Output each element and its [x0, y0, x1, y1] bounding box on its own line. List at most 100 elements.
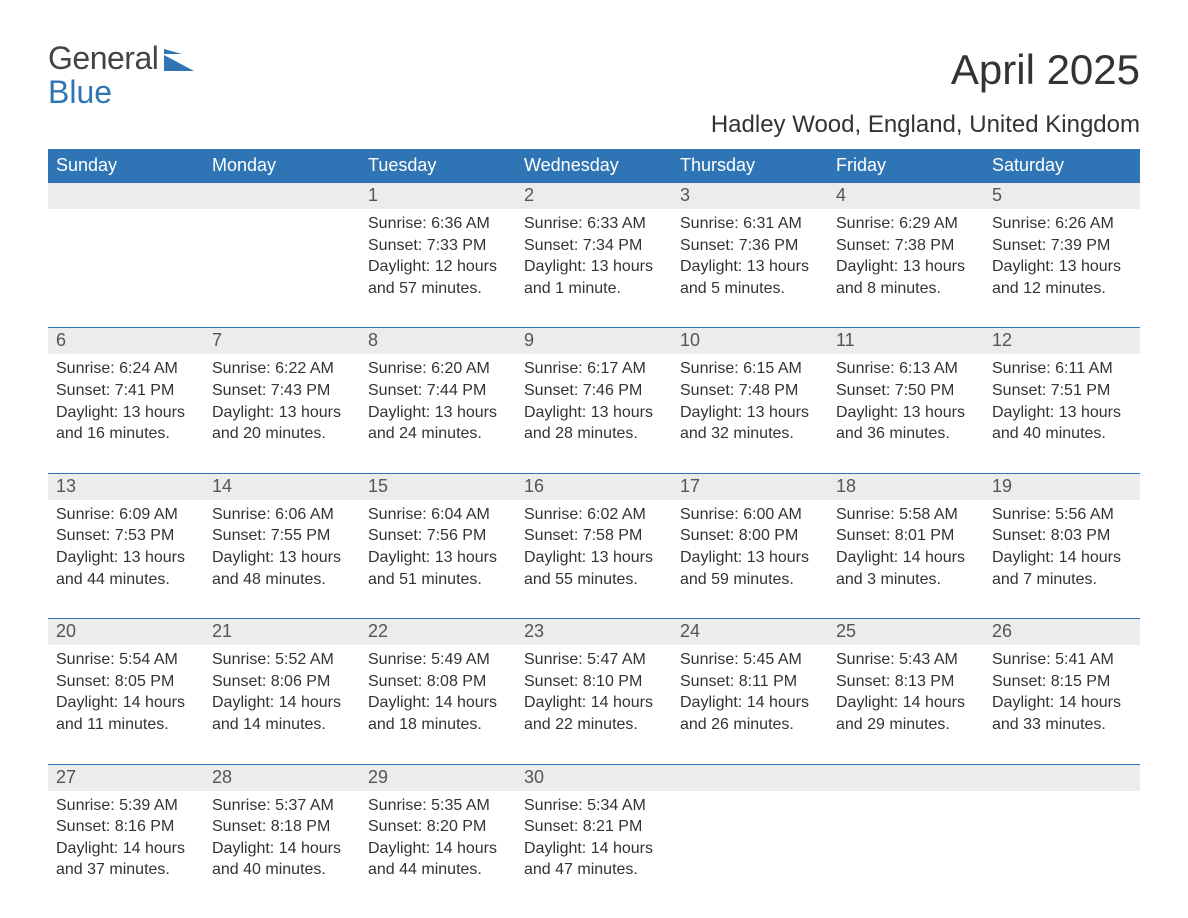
- daylight-text-2: and 26 minutes.: [680, 714, 820, 736]
- sunset-text: Sunset: 7:56 PM: [368, 525, 508, 547]
- daylight-text-1: Daylight: 13 hours: [368, 547, 508, 569]
- daylight-text-2: and 8 minutes.: [836, 278, 976, 300]
- daylight-text-2: and 47 minutes.: [524, 859, 664, 881]
- week-row: 6789101112Sunrise: 6:24 AMSunset: 7:41 P…: [48, 327, 1140, 448]
- sunrise-text: Sunrise: 6:09 AM: [56, 504, 196, 526]
- daylight-text-1: Daylight: 13 hours: [212, 402, 352, 424]
- daylight-text-2: and 32 minutes.: [680, 423, 820, 445]
- daylight-text-1: Daylight: 14 hours: [524, 692, 664, 714]
- day-number: 8: [360, 328, 516, 354]
- sunrise-text: Sunrise: 6:29 AM: [836, 213, 976, 235]
- calendar: SundayMondayTuesdayWednesdayThursdayFrid…: [48, 149, 1140, 885]
- daylight-text-1: Daylight: 12 hours: [368, 256, 508, 278]
- sunrise-text: Sunrise: 6:04 AM: [368, 504, 508, 526]
- day-number: 21: [204, 619, 360, 645]
- sunrise-text: Sunrise: 6:20 AM: [368, 358, 508, 380]
- day-cell: Sunrise: 5:58 AMSunset: 8:01 PMDaylight:…: [828, 500, 984, 594]
- daylight-text-1: Daylight: 14 hours: [368, 692, 508, 714]
- sunset-text: Sunset: 7:51 PM: [992, 380, 1132, 402]
- daylight-text-1: Daylight: 13 hours: [836, 402, 976, 424]
- daylight-text-2: and 20 minutes.: [212, 423, 352, 445]
- week-row: 13141516171819Sunrise: 6:09 AMSunset: 7:…: [48, 473, 1140, 594]
- sunrise-text: Sunrise: 6:33 AM: [524, 213, 664, 235]
- day-number: [48, 183, 204, 209]
- sunrise-text: Sunrise: 5:45 AM: [680, 649, 820, 671]
- day-cell: Sunrise: 6:00 AMSunset: 8:00 PMDaylight:…: [672, 500, 828, 594]
- daylight-text-2: and 57 minutes.: [368, 278, 508, 300]
- day-number: 4: [828, 183, 984, 209]
- day-number: 27: [48, 765, 204, 791]
- day-number: 30: [516, 765, 672, 791]
- week-row: 12345Sunrise: 6:36 AMSunset: 7:33 PMDayl…: [48, 183, 1140, 303]
- day-number: 16: [516, 474, 672, 500]
- sunset-text: Sunset: 8:21 PM: [524, 816, 664, 838]
- daylight-text-1: Daylight: 13 hours: [524, 256, 664, 278]
- daylight-text-1: Daylight: 13 hours: [212, 547, 352, 569]
- sunset-text: Sunset: 8:05 PM: [56, 671, 196, 693]
- daylight-text-2: and 12 minutes.: [992, 278, 1132, 300]
- dow-monday: Monday: [204, 149, 360, 183]
- day-number: 10: [672, 328, 828, 354]
- sunset-text: Sunset: 8:08 PM: [368, 671, 508, 693]
- daylight-text-1: Daylight: 14 hours: [992, 692, 1132, 714]
- daylight-text-1: Daylight: 14 hours: [212, 692, 352, 714]
- daylight-text-1: Daylight: 14 hours: [680, 692, 820, 714]
- day-cell: Sunrise: 6:22 AMSunset: 7:43 PMDaylight:…: [204, 354, 360, 448]
- day-cell: Sunrise: 5:56 AMSunset: 8:03 PMDaylight:…: [984, 500, 1140, 594]
- daylight-text-2: and 16 minutes.: [56, 423, 196, 445]
- day-cell: Sunrise: 6:24 AMSunset: 7:41 PMDaylight:…: [48, 354, 204, 448]
- daylight-text-1: Daylight: 14 hours: [524, 838, 664, 860]
- sunset-text: Sunset: 8:00 PM: [680, 525, 820, 547]
- dow-tuesday: Tuesday: [360, 149, 516, 183]
- brand-logo: General: [48, 40, 198, 77]
- week-row: 20212223242526Sunrise: 5:54 AMSunset: 8:…: [48, 618, 1140, 739]
- day-cell: Sunrise: 5:39 AMSunset: 8:16 PMDaylight:…: [48, 791, 204, 885]
- sunrise-text: Sunrise: 6:11 AM: [992, 358, 1132, 380]
- sunrise-text: Sunrise: 5:34 AM: [524, 795, 664, 817]
- day-cell: Sunrise: 5:52 AMSunset: 8:06 PMDaylight:…: [204, 645, 360, 739]
- sunset-text: Sunset: 7:58 PM: [524, 525, 664, 547]
- day-cell: Sunrise: 6:02 AMSunset: 7:58 PMDaylight:…: [516, 500, 672, 594]
- daylight-text-2: and 22 minutes.: [524, 714, 664, 736]
- daylight-text-2: and 14 minutes.: [212, 714, 352, 736]
- sunset-text: Sunset: 7:39 PM: [992, 235, 1132, 257]
- day-number: 26: [984, 619, 1140, 645]
- sunrise-text: Sunrise: 6:36 AM: [368, 213, 508, 235]
- daylight-text-1: Daylight: 13 hours: [680, 402, 820, 424]
- day-number: 1: [360, 183, 516, 209]
- day-number: 14: [204, 474, 360, 500]
- page-title: April 2025: [951, 46, 1140, 94]
- day-cell: Sunrise: 6:13 AMSunset: 7:50 PMDaylight:…: [828, 354, 984, 448]
- daycontent-row: Sunrise: 6:24 AMSunset: 7:41 PMDaylight:…: [48, 354, 1140, 448]
- daylight-text-1: Daylight: 14 hours: [368, 838, 508, 860]
- daycontent-row: Sunrise: 6:09 AMSunset: 7:53 PM Daylight:…: [48, 500, 1140, 594]
- sunset-text: Sunset: 7:38 PM: [836, 235, 976, 257]
- sunrise-text: Sunrise: 6:13 AM: [836, 358, 976, 380]
- sunset-text: Sunset: 8:16 PM: [56, 816, 196, 838]
- day-cell: Sunrise: 6:04 AMSunset: 7:56 PMDaylight:…: [360, 500, 516, 594]
- daylight-text-2: and 37 minutes.: [56, 859, 196, 881]
- daylight-text-1: Daylight: 14 hours: [836, 692, 976, 714]
- daylight-text-2: and 24 minutes.: [368, 423, 508, 445]
- dow-sunday: Sunday: [48, 149, 204, 183]
- day-cell: Sunrise: 6:26 AMSunset: 7:39 PMDaylight:…: [984, 209, 1140, 303]
- daylight-text-1: Daylight: 14 hours: [836, 547, 976, 569]
- day-number: 24: [672, 619, 828, 645]
- sunset-text: Sunset: 7:53 PM: [56, 525, 196, 547]
- daylight-text-2: and 59 minutes.: [680, 569, 820, 591]
- sunset-text: Sunset: 8:11 PM: [680, 671, 820, 693]
- day-number: 13: [48, 474, 204, 500]
- daylight-text-2: and 29 minutes.: [836, 714, 976, 736]
- daylight-text-2: and 3 minutes.: [836, 569, 976, 591]
- daylight-text-2: and 51 minutes.: [368, 569, 508, 591]
- daylight-text-1: Daylight: 13 hours: [56, 402, 196, 424]
- sunrise-text: Sunrise: 5:35 AM: [368, 795, 508, 817]
- day-cell: Sunrise: 5:43 AMSunset: 8:13 PMDaylight:…: [828, 645, 984, 739]
- daylight-text-2: and 55 minutes.: [524, 569, 664, 591]
- sunrise-text: Sunrise: 6:15 AM: [680, 358, 820, 380]
- daylight-text-1: Daylight: 13 hours: [992, 402, 1132, 424]
- daylight-text-2: and 18 minutes.: [368, 714, 508, 736]
- day-cell: Sunrise: 6:29 AMSunset: 7:38 PMDaylight:…: [828, 209, 984, 303]
- daylight-text-1: Daylight: 13 hours: [680, 547, 820, 569]
- dow-saturday: Saturday: [984, 149, 1140, 183]
